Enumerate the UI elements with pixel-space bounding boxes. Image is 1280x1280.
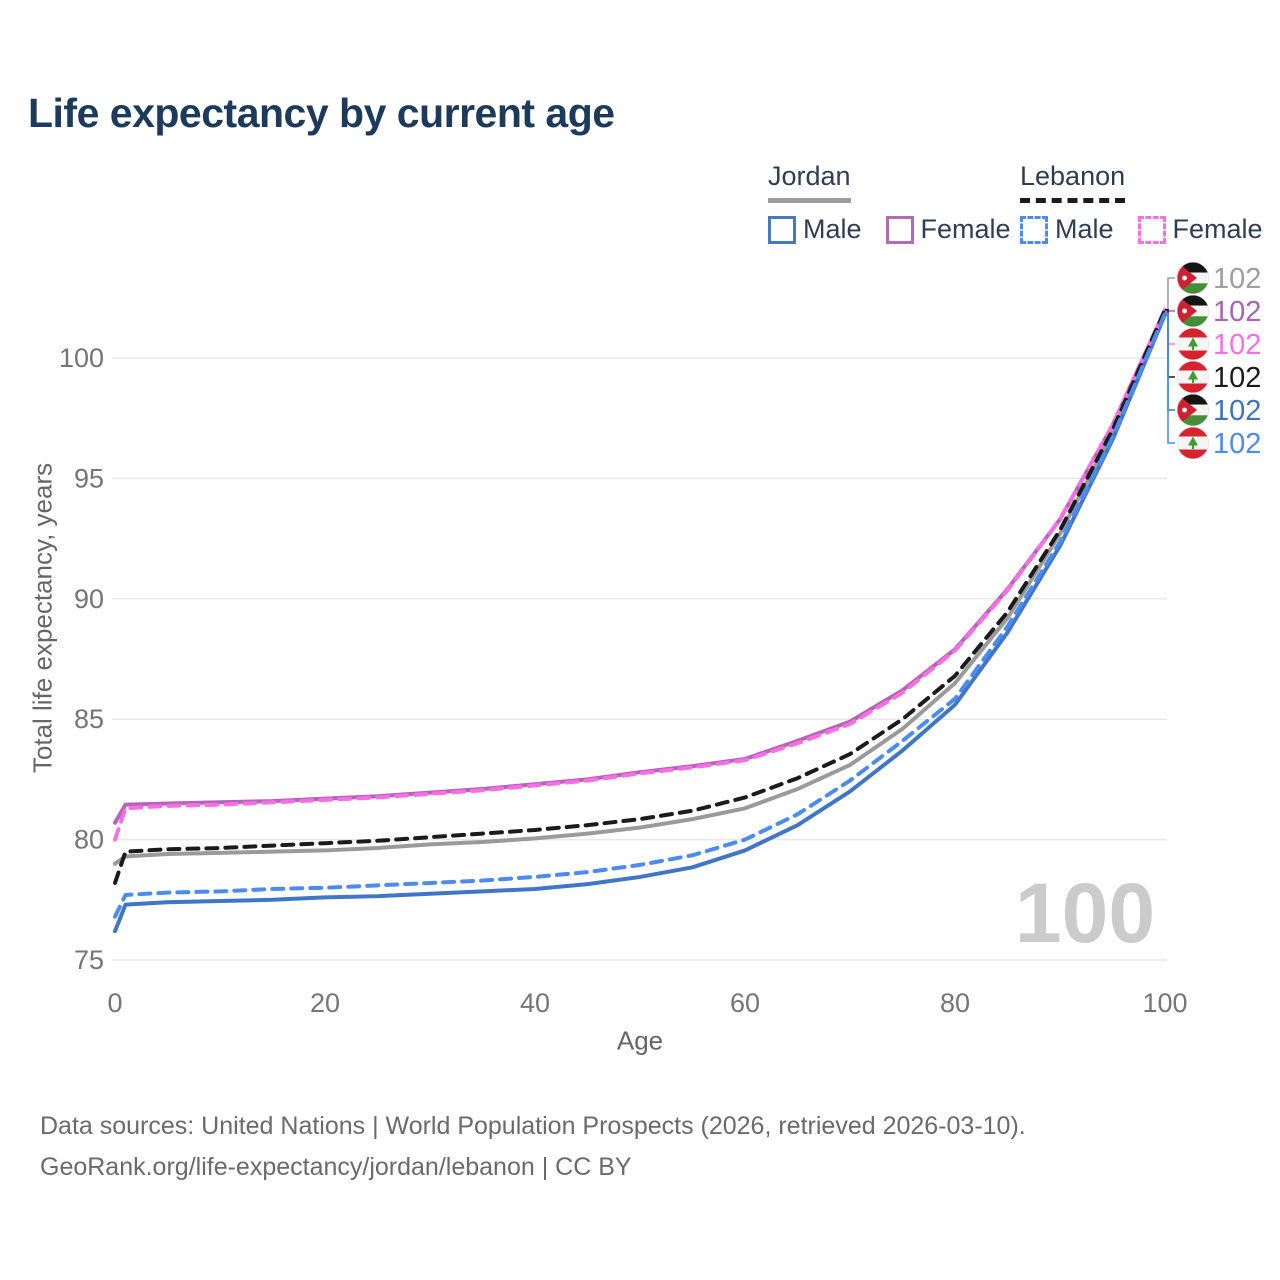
series-lebanon-average[interactable] (113, 307, 1167, 885)
leader-jordan-male (1165, 313, 1175, 411)
legend-row-lebanon: Male Female (1020, 214, 1263, 245)
footer: Data sources: United Nations | World Pop… (40, 1106, 1026, 1188)
series-jordan-female[interactable] (113, 307, 1167, 825)
leader-jordan-average (1165, 277, 1175, 314)
lebanon-flag-icon (1177, 361, 1209, 393)
legend-country-jordan-label: Jordan (768, 161, 851, 191)
gridlines (112, 357, 1167, 961)
x-tick-0: 0 (107, 988, 122, 1018)
end-value-jordan-male: 102 (1213, 395, 1261, 427)
legend-item-lebanon-male[interactable]: Male (1020, 214, 1114, 245)
end-label-jordan-average: 102 (1177, 262, 1261, 295)
legend-group-lebanon: Lebanon Male Female (1020, 161, 1263, 245)
lebanon-female-swatch-icon (1137, 215, 1166, 244)
end-value-jordan-average: 102 (1213, 263, 1261, 295)
series-lebanon-female[interactable] (113, 307, 1167, 842)
jordan-flag-icon (1177, 295, 1209, 327)
y-tick-85: 85 (74, 704, 104, 734)
y-axis-title: Total life expectancy, years (27, 462, 58, 774)
axis-ticks: 75 80 85 90 95 100 0 20 40 60 80 100 (59, 343, 1188, 1018)
legend-country-jordan[interactable]: Jordan (768, 161, 851, 203)
legend-item-label: Female (1172, 214, 1263, 244)
end-value-lebanon-average: 102 (1213, 362, 1261, 394)
legend-item-jordan-male[interactable]: Male (768, 214, 862, 245)
end-value-lebanon-female: 102 (1213, 329, 1261, 361)
series-lines (113, 307, 1167, 934)
legend-item-label: Female (920, 214, 1011, 244)
jordan-flag-icon (1177, 394, 1209, 426)
legend-item-label: Male (1055, 214, 1114, 244)
end-label-jordan-male: 102 (1177, 394, 1261, 427)
lebanon-flag-icon (1177, 427, 1209, 459)
jordan-male-swatch-icon (768, 215, 796, 244)
legend-country-lebanon-label: Lebanon (1020, 161, 1126, 191)
lebanon-flag-icon (1177, 328, 1209, 360)
end-label-lebanon-average: 102 (1177, 361, 1261, 394)
series-lebanon-male[interactable] (113, 311, 1167, 919)
page-title: Life expectancy by current age (28, 90, 615, 136)
end-value-lebanon-male: 102 (1213, 428, 1261, 460)
legend-item-jordan-female[interactable]: Female (885, 214, 1011, 245)
jordan-flag-icon (1177, 262, 1209, 294)
legend-country-lebanon[interactable]: Lebanon (1020, 161, 1126, 203)
legend-group-jordan: Jordan Male Female (768, 161, 1011, 245)
y-tick-90: 90 (74, 584, 104, 614)
x-tick-20: 20 (310, 988, 340, 1018)
x-tick-80: 80 (940, 988, 970, 1018)
x-tick-40: 40 (520, 988, 550, 1018)
series-jordan-male[interactable] (113, 312, 1167, 934)
footer-data-sources: Data sources: United Nations | World Pop… (40, 1112, 1026, 1140)
lebanon-male-swatch-icon (1020, 215, 1048, 244)
y-tick-95: 95 (74, 463, 104, 493)
footer-attribution: GeoRank.org/life-expectancy/jordan/leban… (40, 1153, 632, 1181)
series-jordan-average[interactable] (113, 310, 1167, 866)
end-label-jordan-female: 102 (1177, 295, 1261, 328)
y-tick-80: 80 (74, 825, 104, 855)
y-tick-75: 75 (74, 945, 104, 975)
end-label-lebanon-male: 102 (1177, 427, 1261, 460)
legend-item-lebanon-female[interactable]: Female (1137, 214, 1263, 245)
x-tick-100: 100 (1142, 988, 1187, 1018)
end-value-jordan-female: 102 (1213, 296, 1261, 328)
legend-row-jordan: Male Female (768, 214, 1011, 245)
age-watermark: 100 (1015, 866, 1155, 960)
x-axis-title: Age (616, 1025, 664, 1056)
jordan-female-swatch-icon (885, 215, 914, 244)
x-tick-60: 60 (730, 988, 760, 1018)
end-label-lebanon-female: 102 (1177, 328, 1261, 361)
y-tick-100: 100 (59, 343, 104, 373)
leader-lebanon-male (1165, 312, 1175, 444)
legend-item-label: Male (803, 214, 862, 244)
